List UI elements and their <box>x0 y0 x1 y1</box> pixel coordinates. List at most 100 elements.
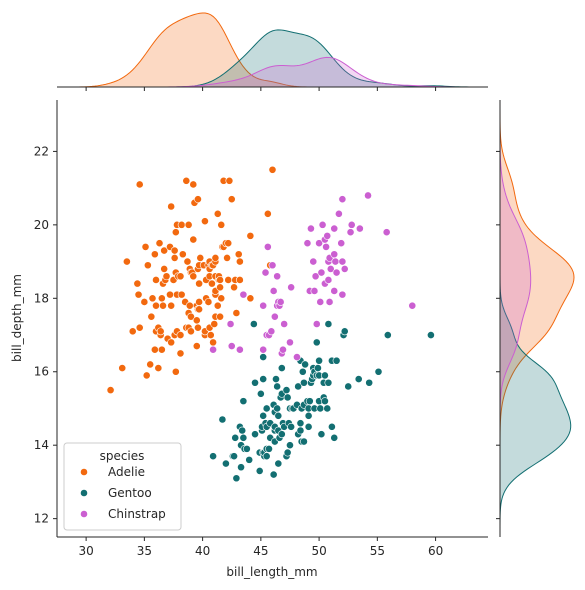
data-point-adelie <box>160 246 169 255</box>
data-point-chinstrap <box>269 287 278 295</box>
data-point-adelie <box>177 290 186 299</box>
data-point-gentoo <box>300 378 308 387</box>
x-tick-label: 50 <box>311 544 326 558</box>
legend-label-gentoo: Gentoo <box>108 486 152 500</box>
data-point-gentoo <box>328 422 336 431</box>
data-point-chinstrap <box>325 298 334 306</box>
data-point-chinstrap <box>338 290 347 299</box>
data-point-adelie <box>106 386 115 395</box>
data-point-gentoo <box>237 463 245 472</box>
data-point-adelie <box>177 220 186 229</box>
data-point-adelie <box>167 202 176 211</box>
data-point-adelie <box>246 294 255 303</box>
data-point-chinstrap <box>311 272 320 281</box>
data-point-gentoo <box>324 378 333 387</box>
data-point-gentoo <box>242 444 251 453</box>
top-kde-fill-chinstrap <box>57 57 488 87</box>
data-point-adelie <box>194 195 202 204</box>
data-point-chinstrap <box>382 228 391 237</box>
right-marginal-kde <box>499 100 575 537</box>
data-point-adelie <box>146 360 155 369</box>
data-point-adelie <box>157 294 166 303</box>
data-point-adelie <box>196 254 205 262</box>
data-point-gentoo <box>427 331 435 339</box>
data-point-gentoo <box>272 375 280 383</box>
data-point-chinstrap <box>309 257 318 266</box>
data-point-chinstrap <box>346 228 355 237</box>
data-point-adelie <box>206 331 215 339</box>
data-point-chinstrap <box>347 220 356 229</box>
x-tick-label: 30 <box>78 544 93 558</box>
data-point-chinstrap <box>259 345 268 354</box>
data-point-adelie <box>133 279 142 288</box>
data-point-chinstrap <box>307 224 315 233</box>
data-point-adelie <box>143 261 152 270</box>
data-point-adelie <box>150 345 159 354</box>
data-point-adelie <box>147 312 156 321</box>
data-point-chinstrap <box>330 250 339 259</box>
data-point-chinstrap <box>263 242 272 251</box>
data-point-gentoo <box>251 430 259 439</box>
right-kde-fill-gentoo <box>500 100 571 537</box>
data-point-adelie <box>213 301 222 310</box>
legend-title: species <box>100 449 145 463</box>
data-point-adelie <box>211 254 220 262</box>
data-point-chinstrap <box>286 338 294 347</box>
data-point-chinstrap <box>280 320 289 328</box>
data-point-gentoo <box>262 404 271 413</box>
data-point-gentoo <box>365 378 374 387</box>
data-point-gentoo <box>265 444 273 453</box>
data-point-gentoo <box>222 459 230 468</box>
data-point-adelie <box>167 338 176 347</box>
data-point-chinstrap <box>273 272 282 281</box>
data-point-gentoo <box>259 353 268 361</box>
data-point-gentoo <box>321 371 329 380</box>
data-point-adelie <box>167 301 176 310</box>
data-point-chinstrap <box>322 242 330 251</box>
data-point-chinstrap <box>315 239 323 248</box>
data-point-chinstrap <box>239 290 248 299</box>
data-point-gentoo <box>282 386 291 395</box>
y-tick-label: 12 <box>34 512 49 526</box>
data-point-adelie <box>187 312 195 321</box>
data-point-adelie <box>189 180 198 189</box>
data-point-chinstrap <box>340 265 349 273</box>
data-point-adelie <box>234 250 243 259</box>
data-point-chinstrap <box>303 239 312 248</box>
data-point-adelie <box>150 250 159 259</box>
data-point-adelie <box>170 254 179 262</box>
data-point-adelie <box>170 246 179 255</box>
data-point-chinstrap <box>364 191 372 200</box>
data-point-chinstrap <box>408 301 417 310</box>
data-point-adelie <box>263 209 272 218</box>
data-point-adelie <box>225 176 234 185</box>
data-point-gentoo <box>298 367 307 376</box>
data-point-gentoo <box>245 455 254 464</box>
data-point-chinstrap <box>334 209 343 218</box>
data-point-adelie <box>192 316 201 325</box>
legend-frame <box>63 442 182 531</box>
data-point-adelie <box>223 254 231 262</box>
data-point-chinstrap <box>316 298 325 306</box>
data-point-adelie <box>235 276 244 284</box>
y-tick-label: 20 <box>34 218 49 232</box>
x-axis-ticks: 30 35 40 45 50 55 60 <box>78 537 443 558</box>
data-point-chinstrap <box>287 283 296 292</box>
y-tick-label: 16 <box>34 365 49 379</box>
data-point-adelie <box>189 235 198 244</box>
data-point-gentoo <box>231 433 240 442</box>
data-point-chinstrap <box>337 239 346 248</box>
data-point-gentoo <box>273 382 282 391</box>
x-tick-label: 35 <box>137 544 152 558</box>
data-point-adelie <box>235 257 244 266</box>
data-point-gentoo <box>332 356 341 365</box>
data-point-gentoo <box>251 378 259 387</box>
data-point-chinstrap <box>331 257 340 266</box>
data-point-gentoo <box>286 441 294 450</box>
data-point-chinstrap <box>326 265 335 273</box>
data-point-gentoo <box>314 364 322 372</box>
right-kde-fill-chinstrap <box>500 100 531 537</box>
data-point-gentoo <box>274 459 283 468</box>
data-point-gentoo <box>321 397 329 406</box>
data-point-chinstrap <box>293 353 301 361</box>
